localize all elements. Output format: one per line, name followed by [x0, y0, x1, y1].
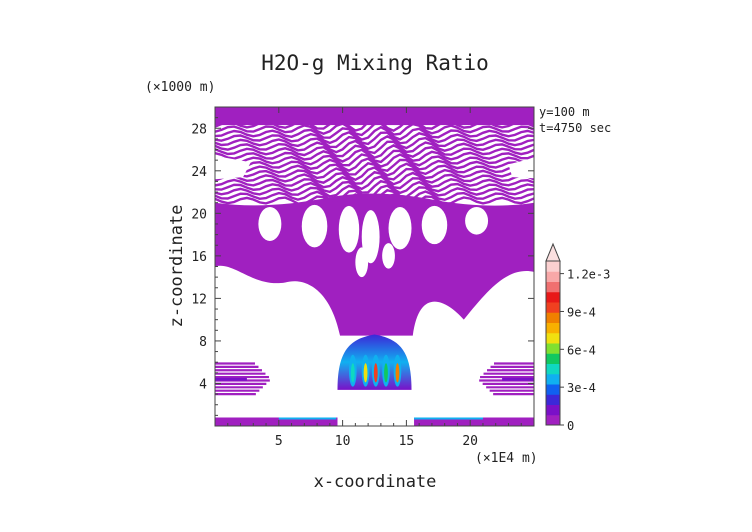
colorbar-tick-label: 6e-4 — [567, 343, 596, 357]
colorbar-swatch — [546, 312, 560, 323]
colorbar-swatch — [546, 261, 560, 272]
stripe-line — [215, 122, 534, 137]
core-plume-center — [363, 363, 368, 383]
y-unit-label: (×1000 m) — [145, 80, 215, 95]
top-solid-band — [215, 107, 534, 126]
y-tick-label: 8 — [199, 335, 207, 350]
x-axis-label: x-coordinate — [314, 472, 437, 492]
stripe-line — [215, 144, 534, 160]
stripe-line — [215, 179, 534, 195]
colorbar-tick-label: 9e-4 — [567, 305, 596, 319]
moist-layer-gap — [382, 243, 395, 269]
moist-layer-gap — [388, 206, 412, 250]
annotation-y: y=100 m — [539, 105, 590, 119]
colorbar-swatch — [546, 332, 560, 344]
colorbar-swatch — [546, 353, 560, 364]
y-tick-label: 12 — [191, 292, 207, 307]
colorbar-swatch — [546, 404, 560, 416]
colorbar-swatch — [546, 414, 560, 426]
x-tick-label: 20 — [462, 434, 478, 449]
moist-layer-gap — [258, 206, 282, 241]
right-low-band — [479, 362, 534, 396]
y-tick-label: 16 — [191, 250, 207, 265]
core-plume-center — [373, 363, 378, 383]
plot-field — [215, 107, 534, 426]
y-tick-label: 24 — [191, 165, 207, 180]
x-ticks: 5 10 15 20 — [227, 107, 522, 449]
left-low-band — [215, 362, 270, 396]
stripe-line — [215, 166, 534, 182]
colorbar-tick-label: 1.2e-3 — [567, 268, 610, 282]
stripe-line — [215, 184, 534, 200]
stripe-line — [215, 175, 534, 191]
x-unit-label: (×1E4 m) — [475, 451, 538, 466]
x-tick-label: 15 — [399, 434, 415, 449]
moist-layer-region — [215, 193, 534, 336]
colorbar-swatch — [546, 363, 560, 375]
stripe-line — [215, 188, 534, 204]
colorbar-swatch — [546, 322, 560, 334]
y-ticks: 4 8 12 16 20 24 28 — [191, 117, 534, 416]
moist-layer-gap — [301, 204, 328, 248]
colorbar-extend-arrow — [545, 242, 561, 262]
x-tick-label: 10 — [335, 434, 351, 449]
stripe-line — [215, 139, 534, 155]
colorbar-swatch — [546, 343, 560, 354]
chart-title: H2O-g Mixing Ratio — [261, 51, 489, 75]
colorbar-tick-label: 3e-4 — [567, 381, 596, 395]
stripe-line — [215, 148, 534, 164]
moist-layer-gap — [465, 206, 489, 235]
moist-layer-gap — [355, 247, 369, 278]
core-plume-center — [350, 363, 355, 383]
upper-left-gap — [215, 155, 251, 180]
stripe-line — [215, 153, 534, 168]
stripe-line — [215, 125, 534, 142]
stripe-line — [215, 170, 534, 186]
surface-gap — [337, 417, 415, 426]
colorbar-swatch — [546, 373, 560, 385]
y-tick-label: 4 — [199, 377, 207, 392]
colorbar-tick-label: 0 — [567, 419, 574, 433]
stripe-line — [215, 134, 534, 151]
moist-layer-gap — [361, 210, 380, 264]
annotation-t: t=4750 sec — [539, 121, 611, 135]
y-tick-label: 28 — [191, 122, 207, 137]
colorbar-swatch — [546, 384, 560, 395]
y-axis-label: z-coordinate — [167, 205, 187, 328]
colorbar-swatch — [546, 302, 560, 313]
core-plume-center — [384, 363, 388, 383]
colorbar-swatch — [546, 394, 560, 405]
x-tick-label: 5 — [275, 434, 283, 449]
convective-core — [337, 334, 412, 390]
moist-layer-gap — [421, 205, 448, 245]
surface-streak-left — [278, 417, 337, 420]
surface-streak-right — [414, 417, 483, 420]
striped-upper-region — [215, 107, 534, 205]
moist-layer-gap — [338, 205, 360, 253]
stripe-line — [215, 116, 534, 133]
upper-right-gap — [508, 158, 534, 179]
stripe-line — [215, 193, 534, 205]
colorbar-swatch — [546, 271, 560, 282]
colorbar-swatch — [546, 291, 560, 303]
y-tick-label: 20 — [191, 207, 207, 222]
colorbar-frame — [545, 260, 561, 426]
stripe-line — [215, 130, 534, 146]
core-plume-center — [395, 363, 400, 383]
colorbar-swatch — [546, 281, 560, 293]
colorbar: 0 3e-4 6e-4 9e-4 1.2e-3 — [545, 242, 610, 433]
